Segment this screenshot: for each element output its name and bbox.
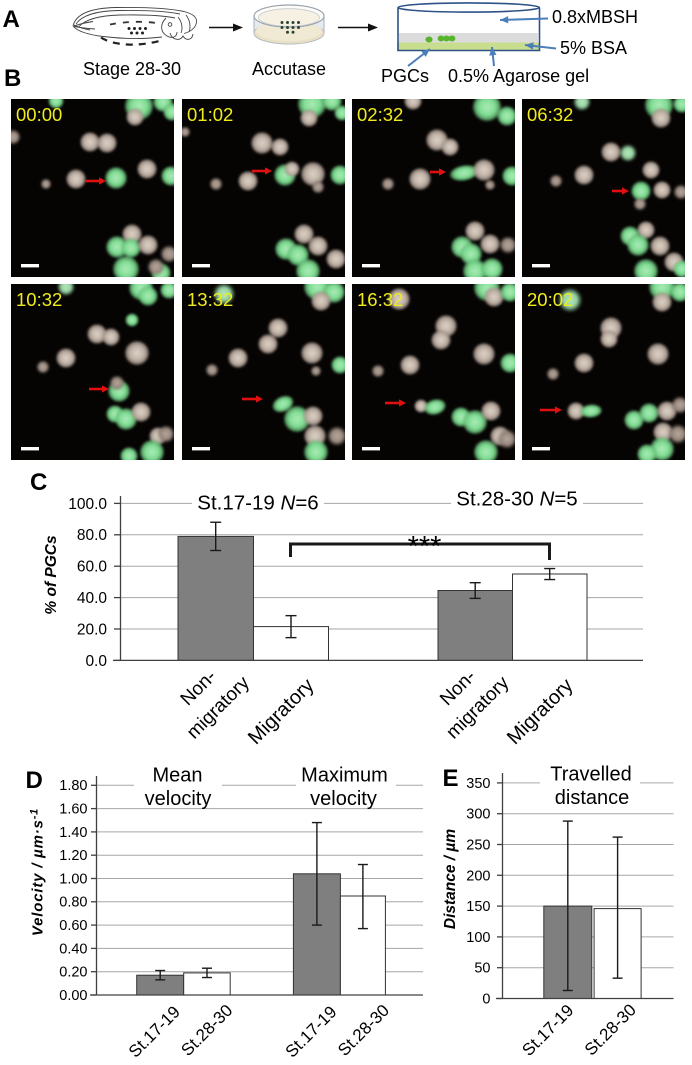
svg-text:St.28-30: St.28-30: [581, 1000, 640, 1059]
svg-text:150: 150: [466, 899, 490, 915]
svg-text:13:32: 13:32: [187, 289, 233, 310]
svg-text:0.5% Agarose gel: 0.5% Agarose gel: [448, 66, 589, 86]
svg-text:0.20: 0.20: [59, 965, 87, 981]
svg-text:100.0: 100.0: [68, 496, 107, 513]
svg-text:Migratory: Migratory: [503, 674, 578, 749]
svg-text:250: 250: [466, 838, 490, 854]
svg-text:St.17-19 N=6: St.17-19 N=6: [197, 492, 318, 515]
svg-text:St.28-30: St.28-30: [334, 1001, 393, 1060]
svg-text:Velocity / µm·s-1: Velocity / µm·s-1: [29, 808, 47, 936]
svg-text:1.40: 1.40: [59, 825, 87, 841]
svg-text:Accutase: Accutase: [252, 59, 326, 79]
svg-text:St.17-19: St.17-19: [125, 1002, 184, 1061]
svg-text:0.8xMBSH: 0.8xMBSH: [552, 7, 638, 27]
svg-text:350: 350: [466, 776, 490, 792]
svg-text:20.0: 20.0: [77, 621, 108, 638]
svg-text:300: 300: [466, 807, 490, 823]
svg-text:St.17-19: St.17-19: [282, 1002, 341, 1061]
svg-text:1.20: 1.20: [59, 848, 87, 864]
svg-text:10:32: 10:32: [16, 289, 62, 310]
svg-text:16:32: 16:32: [357, 289, 403, 310]
svg-text:Maximum: Maximum: [301, 765, 388, 787]
svg-text:Travelled: Travelled: [550, 764, 632, 786]
svg-text:60.0: 60.0: [77, 559, 108, 576]
svg-text:PGCs: PGCs: [381, 66, 429, 86]
svg-text:velocity: velocity: [310, 788, 377, 810]
svg-text:***: ***: [408, 531, 442, 563]
svg-text:distance: distance: [555, 787, 630, 809]
svg-text:5% BSA: 5% BSA: [560, 38, 627, 58]
svg-text:B: B: [4, 65, 21, 92]
svg-text:D: D: [26, 767, 43, 794]
svg-text:C: C: [30, 469, 47, 496]
svg-text:1.80: 1.80: [59, 778, 87, 794]
svg-text:0.0: 0.0: [85, 653, 107, 670]
svg-text:St.28-30 N=5: St.28-30 N=5: [456, 488, 577, 511]
svg-text:0.60: 0.60: [59, 918, 87, 934]
svg-text:50: 50: [474, 961, 490, 977]
svg-text:01:02: 01:02: [187, 104, 233, 125]
svg-text:Stage 28-30: Stage 28-30: [83, 59, 181, 79]
svg-text:06:32: 06:32: [527, 104, 573, 125]
svg-text:A: A: [3, 6, 20, 33]
svg-text:0.00: 0.00: [59, 988, 87, 1004]
svg-text:80.0: 80.0: [77, 527, 108, 544]
svg-text:velocity: velocity: [145, 788, 212, 810]
svg-text:40.0: 40.0: [77, 590, 108, 607]
svg-text:Mean: Mean: [152, 765, 202, 787]
svg-text:Distance / µm: Distance / µm: [442, 829, 459, 929]
svg-text:1.60: 1.60: [59, 802, 87, 818]
svg-text:100: 100: [466, 930, 490, 946]
svg-text:1.00: 1.00: [59, 871, 87, 887]
svg-text:Migratory: Migratory: [244, 674, 319, 749]
svg-text:200: 200: [466, 868, 490, 884]
svg-text:00:00: 00:00: [16, 104, 62, 125]
svg-text:E: E: [443, 765, 459, 792]
svg-text:20:02: 20:02: [527, 289, 573, 310]
svg-text:% of PGCs: % of PGCs: [43, 535, 60, 615]
svg-text:St.28-30: St.28-30: [177, 1001, 236, 1060]
svg-text:0: 0: [482, 992, 490, 1008]
svg-text:02:32: 02:32: [357, 104, 403, 125]
svg-text:0.80: 0.80: [59, 895, 87, 911]
svg-text:St.17-19: St.17-19: [518, 1001, 577, 1060]
svg-text:0.40: 0.40: [59, 941, 87, 957]
